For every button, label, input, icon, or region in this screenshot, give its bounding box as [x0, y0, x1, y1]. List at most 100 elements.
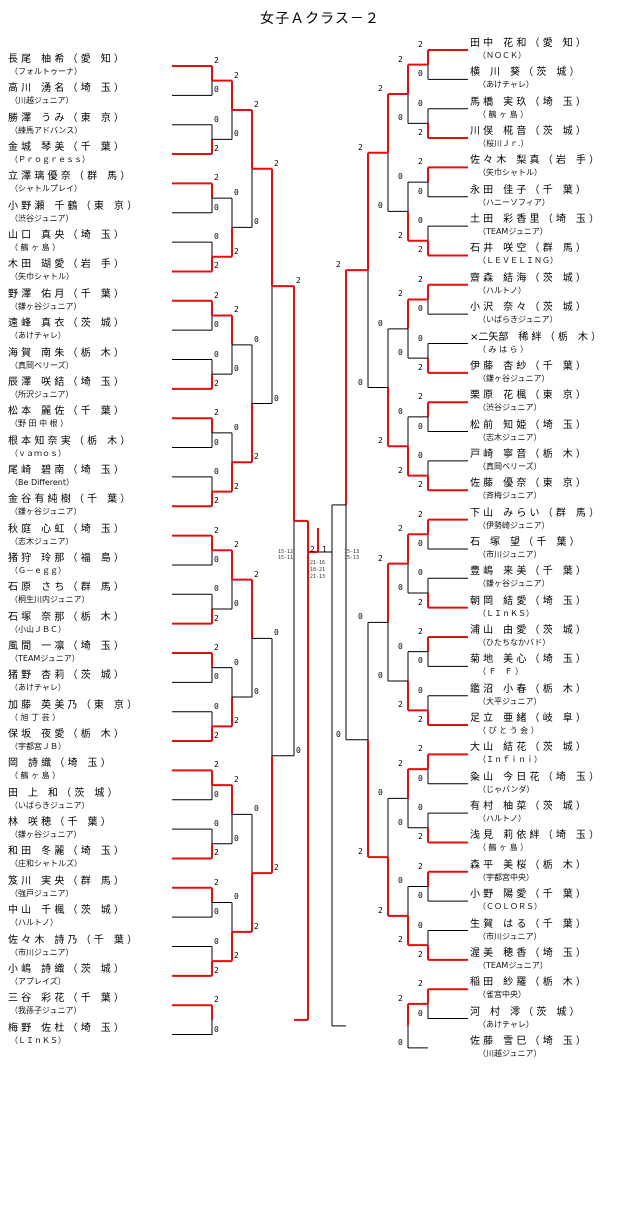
game-count: 2 — [234, 951, 239, 961]
player-team: （強戸ジュニア） — [10, 888, 74, 898]
player-name: 川 俣 椛 音 （ 茨 城 ） — [470, 126, 586, 138]
game-count: 2 — [378, 84, 383, 94]
player-team: （矢巾シャトル） — [478, 168, 542, 178]
game-count: 2 — [336, 260, 341, 270]
game-count: 0 — [336, 729, 341, 739]
player-team: （市川ジュニア） — [10, 947, 74, 957]
game-count: 0 — [274, 628, 279, 638]
player-name: 岡 詩 織 （ 埼 玉 ） — [8, 758, 111, 770]
player-team: （宇都宮中央） — [478, 872, 534, 882]
game-count: 2 — [418, 597, 423, 607]
player-team: （ ぴ と う 会 ） — [478, 726, 539, 736]
player-team: （矢巾シャトル） — [10, 272, 74, 282]
final-game-2: 18-21 — [310, 567, 326, 573]
game-count: 2 — [378, 553, 383, 563]
player-name: 足 立 亜 緒 （ 岐 阜 ） — [470, 713, 586, 725]
game-count: 2 — [214, 56, 219, 65]
game-count: 0 — [398, 641, 403, 651]
game-count: 0 — [398, 113, 403, 123]
player-team: （鎌ヶ谷ジュニア） — [478, 579, 550, 589]
player-name: 小 野 瀬 千 鶴 （ 東 京 ） — [8, 200, 138, 212]
player-name: 長 尾 柚 希 （ 愛 知 ） — [8, 54, 124, 65]
game-count: 2 — [214, 965, 219, 975]
game-count: 0 — [254, 687, 259, 697]
game-count: 2 — [274, 158, 279, 168]
final-score-right: 1 — [322, 545, 327, 554]
player-name: 齋 森 結 海 （ 茨 城 ） — [470, 272, 586, 284]
game-count: 2 — [418, 128, 423, 138]
player-team: （ＮＯＣＫ） — [478, 51, 526, 60]
game-count: 0 — [418, 450, 423, 460]
game-count: 2 — [418, 715, 423, 725]
game-count: 0 — [418, 538, 423, 548]
player-team: （野 田 中 根 ） — [10, 419, 69, 429]
game-count: 0 — [234, 833, 239, 843]
game-count: 0 — [358, 612, 363, 622]
game-count: 2 — [234, 305, 239, 315]
game-count: 0 — [214, 819, 219, 829]
player-name: 尾 崎 碧 南 （ 埼 玉 ） — [8, 464, 124, 476]
game-count: 2 — [254, 921, 259, 931]
game-count: 0 — [214, 85, 219, 95]
game-count: 2 — [214, 760, 219, 770]
player-team: （ 鶴 ヶ 島 ） — [10, 243, 61, 253]
player-name: 田 中 花 和 （ 愛 知 ） — [470, 38, 586, 49]
player-team: （ み は ら ） — [478, 344, 529, 354]
game-count: 0 — [418, 891, 423, 901]
player-team: （いばらきジュニア） — [10, 800, 90, 810]
player-team: （ＣＯＬＯＲＳ） — [478, 902, 542, 912]
game-count: 0 — [254, 334, 259, 344]
player-team: （川越ジュニア） — [10, 96, 74, 106]
game-count: 2 — [398, 230, 403, 240]
game-count: 0 — [398, 1037, 403, 1047]
player-team: （志木ジュニア） — [10, 536, 74, 546]
game-count: 0 — [234, 892, 239, 902]
player-name: 大 山 結 花 （ 茨 城 ） — [470, 742, 586, 754]
player-name: 河 村 澪 （ 茨 城 ） — [470, 1006, 580, 1018]
game-count: 2 — [418, 362, 423, 372]
player-team: （練馬アドバンス） — [10, 125, 83, 135]
game-count: 0 — [418, 216, 423, 226]
game-count: 0 — [398, 348, 403, 358]
player-name: 辰 澤 咲 結 （ 埼 玉 ） — [8, 376, 124, 388]
player-team: （ハニーソフィア） — [478, 197, 550, 207]
final-game-3: 21-13 — [310, 574, 326, 580]
player-name: 下 山 み ら い （ 群 馬 ） — [470, 507, 600, 519]
game-count: 0 — [418, 685, 423, 695]
game-count: 0 — [214, 320, 219, 330]
game-count: 2 — [234, 540, 239, 550]
player-team: （シャトルプレイ） — [10, 184, 82, 194]
game-count: 0 — [234, 422, 239, 432]
game-count: 2 — [398, 289, 403, 299]
player-team: （いばらきジュニア） — [478, 315, 558, 325]
game-count: 0 — [418, 568, 423, 578]
game-count: 0 — [418, 186, 423, 196]
player-team: （ｖａｍｏｓ） — [10, 448, 66, 458]
player-name: 林 咲 穂 （ 千 葉 ） — [8, 817, 111, 829]
game-count: 0 — [254, 217, 259, 227]
game-count: 2 — [254, 452, 259, 462]
player-name: 浦 山 由 愛 （ 茨 城 ） — [470, 625, 586, 636]
player-team: （鎌ヶ谷ジュニア） — [10, 830, 82, 840]
player-name: 猪 狩 玲 那 （ 福 島 ） — [8, 552, 124, 564]
game-count: 2 — [214, 173, 219, 183]
game-count: 2 — [234, 716, 239, 726]
player-team: （庄和シャトルズ） — [10, 859, 82, 869]
player-team: （鎌ヶ谷ジュニア） — [10, 507, 82, 517]
player-team: （Ｐｒｏｇｒｅｓｓ） — [10, 155, 90, 165]
player-name: 秋 庭 心 虹 （ 埼 玉 ） — [8, 523, 124, 535]
player-team: （じゃパンダ） — [478, 784, 535, 794]
player-name: 浅 見 莉 依 絆 （ 埼 玉 ） — [470, 830, 600, 842]
player-name: 横 川 葵 （ 茨 城 ） — [470, 67, 580, 79]
player-team: （市川ジュニア） — [478, 549, 542, 559]
game-count: 0 — [214, 789, 219, 799]
player-team: （真岡ベリーズ） — [478, 461, 542, 471]
player-team: （ＬＩｎＫＳ） — [10, 1035, 66, 1045]
game-count: 0 — [214, 202, 219, 212]
game-count: 2 — [214, 731, 219, 741]
page-title: 女子Ａクラス－２ — [260, 11, 380, 27]
game-count: 0 — [418, 98, 423, 108]
game-count: 2 — [418, 245, 423, 255]
player-name: 石 井 咲 空 （ 群 馬 ） — [470, 243, 586, 255]
player-team: （鎌ヶ谷ジュニア） — [10, 301, 82, 311]
